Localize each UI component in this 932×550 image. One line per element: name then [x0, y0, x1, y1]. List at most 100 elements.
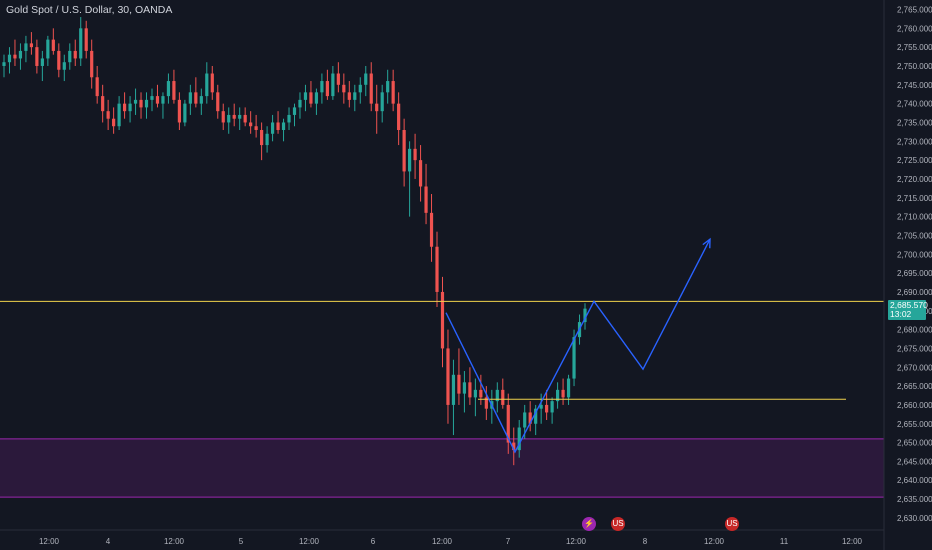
price-tick-label: 2,725.000 [897, 156, 932, 165]
candle-body [555, 389, 560, 402]
time-tick-label: 12:00 [39, 537, 60, 546]
candle-body [342, 84, 346, 93]
last-price-value: 2,685.570 [890, 299, 928, 310]
candle-body [402, 130, 406, 172]
price-tick-label: 2,650.000 [897, 439, 932, 448]
candle-body [216, 92, 220, 112]
price-tick-label: 2,760.000 [897, 24, 932, 33]
price-tick-label: 2,635.000 [897, 495, 932, 504]
candle-body [358, 84, 362, 93]
candle-body [276, 122, 280, 131]
candle-body [281, 122, 286, 131]
candle-body [397, 103, 401, 131]
candle-body [572, 337, 576, 379]
candle-body [150, 96, 154, 100]
candle-body [73, 50, 77, 59]
price-tick-label: 2,670.000 [897, 363, 932, 372]
candle-body [512, 442, 516, 451]
candle-body [161, 96, 165, 104]
candle-body [57, 50, 61, 70]
candle-body [545, 404, 549, 413]
candle-body [309, 92, 313, 104]
time-tick-label: 8 [643, 537, 648, 546]
candle-body [210, 73, 214, 93]
time-tick-label: 12:00 [566, 537, 587, 546]
candle-body [13, 54, 17, 59]
price-tick-label: 2,710.000 [897, 213, 932, 222]
candle-body [51, 39, 55, 51]
candle-body [517, 427, 521, 451]
candle-body [112, 118, 116, 127]
time-tick-label: 5 [239, 537, 244, 546]
time-tick-label: 6 [371, 537, 376, 546]
candle-body [506, 404, 510, 443]
candle-body [325, 81, 329, 97]
symbol-title[interactable]: Gold Spot / U.S. Dollar, 30, OANDA [6, 4, 173, 16]
candle-body [484, 397, 488, 409]
price-tick-label: 2,705.000 [897, 231, 932, 240]
candle-body [380, 92, 384, 112]
price-tick-label: 2,675.000 [897, 344, 932, 353]
price-tick-label: 2,765.000 [897, 5, 932, 14]
zone-fill [0, 438, 884, 498]
candle-body [583, 308, 587, 323]
candle-body [227, 114, 231, 123]
candle-body [194, 92, 198, 104]
time-axis[interactable]: 12:00 4 12:00 5 12:00 6 12:00 7 12:00 8 12:00 11 12:… [0, 529, 884, 546]
horizontal-levels [0, 300, 884, 400]
candle-body [106, 111, 110, 119]
last-price-tag: 2,685.570 13:02 [888, 299, 928, 320]
candle-body [435, 246, 439, 292]
candle-body [479, 389, 483, 398]
candle-body [298, 99, 302, 108]
candle-body [183, 103, 187, 123]
candle-body [172, 81, 176, 100]
candle-body [369, 73, 373, 104]
price-tick-label: 2,695.000 [897, 269, 932, 278]
candle-body [122, 103, 127, 112]
us-flag-icon[interactable]: US [725, 517, 739, 531]
price-tick-label: 2,750.000 [897, 62, 932, 71]
candle-body [320, 81, 324, 93]
price-tick-label: 2,735.000 [897, 118, 932, 127]
candle-body [117, 103, 121, 127]
lightning-icon[interactable]: ⚡ [582, 517, 596, 531]
candle-body [68, 50, 72, 63]
candle-body [260, 130, 264, 146]
candle-body [347, 92, 351, 100]
candle-body [144, 99, 149, 108]
time-tick-label: 12:00 [704, 537, 725, 546]
time-tick-label: 11 [780, 537, 789, 546]
candle-body [550, 401, 554, 413]
time-tick-label: 4 [106, 537, 111, 546]
price-tick-label: 2,755.000 [897, 43, 932, 52]
candle-body [440, 291, 445, 349]
candle-body [534, 408, 538, 424]
candle-body [199, 96, 203, 104]
candle-body [539, 404, 543, 409]
candle-body [221, 111, 225, 123]
candle-body [429, 212, 434, 247]
candle-body [418, 160, 423, 187]
time-tick-label: 12:00 [164, 537, 185, 546]
candle-body [29, 43, 34, 48]
candle-body [303, 92, 308, 100]
us-flag-icon[interactable]: US [611, 517, 625, 531]
candle-body [270, 122, 275, 134]
candle-body [287, 114, 291, 123]
candle-body [2, 62, 6, 66]
candle-body [40, 58, 44, 66]
candle-body [473, 389, 477, 398]
time-tick-label: 12:00 [842, 537, 863, 546]
candle-body [375, 103, 379, 112]
price-axis[interactable]: 2,630.000 2,635.000 2,640.000 2,645.000 2,65… [883, 0, 932, 550]
candle-body [35, 47, 39, 66]
candle-body [7, 54, 12, 63]
candle-body [18, 50, 23, 59]
candle-body [364, 73, 368, 85]
candle-body [84, 28, 88, 51]
time-tick-label: 12:00 [432, 537, 453, 546]
candle-body [188, 92, 192, 104]
price-tick-label: 2,730.000 [897, 137, 932, 146]
